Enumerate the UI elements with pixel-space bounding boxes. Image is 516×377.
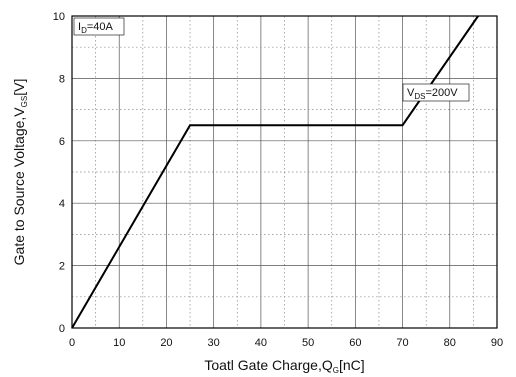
x-tick-label: 30	[208, 337, 220, 349]
y-tick-label: 4	[59, 198, 65, 210]
annotation-id-sub: D	[81, 26, 87, 35]
plot-frame	[71, 15, 498, 329]
x-tick-label: 40	[255, 337, 267, 349]
annotation-id-value: =40A	[87, 21, 114, 33]
annotation-id-box	[73, 17, 125, 36]
y-axis-label-sub: GS	[20, 96, 29, 108]
annotation-id-main: I	[78, 21, 81, 33]
annotation-vds-text: VDS=200V	[407, 87, 458, 101]
y-tick-label: 2	[59, 261, 65, 273]
x-tick-label: 80	[444, 337, 456, 349]
x-tick-label: 90	[491, 337, 503, 349]
annotation-id-text: ID=40A	[78, 21, 114, 35]
annotation-vds-sub: DS	[414, 92, 425, 101]
x-tick-label: 70	[396, 337, 408, 349]
x-axis-label-unit: [nC]	[339, 357, 365, 373]
y-axis-label: Gate to Source Voltage,VGS[V]	[11, 79, 29, 266]
y-tick-label: 0	[59, 323, 65, 335]
grid-lines	[72, 16, 497, 328]
y-tick-label: 8	[59, 73, 65, 85]
y-axis-label-unit: [V]	[11, 79, 27, 96]
y-tick-label: 10	[53, 11, 65, 23]
x-tick-labels: 0 10 20 30 40 50 60 70 80 90	[69, 337, 503, 349]
annotation-vds-main: V	[407, 87, 415, 99]
x-axis-label: Toatl Gate Charge,QG[nC]	[204, 357, 364, 375]
x-tick-label: 50	[302, 337, 314, 349]
x-axis-label-sub: G	[333, 366, 339, 375]
y-tick-label: 6	[59, 136, 65, 148]
x-tick-label: 60	[349, 337, 361, 349]
y-axis-label-main: Gate to Source Voltage,V	[11, 107, 27, 266]
x-tick-label: 10	[113, 337, 125, 349]
annotation-vds-value: =200V	[425, 87, 458, 99]
x-tick-label: 0	[69, 337, 75, 349]
series-line-0	[71, 15, 479, 329]
annotation-id: ID=40A	[73, 17, 125, 36]
annotation-vds: VDS=200V	[402, 83, 470, 102]
x-tick-label: 20	[160, 337, 172, 349]
annotation-vds-box	[402, 83, 470, 102]
y-tick-labels: 0 2 4 6 8 10	[53, 11, 65, 335]
series-group	[71, 15, 479, 329]
x-axis-label-main: Toatl Gate Charge,Q	[204, 357, 333, 373]
